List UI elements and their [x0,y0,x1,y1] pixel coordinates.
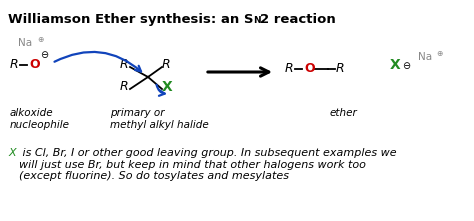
Text: ⊕: ⊕ [37,35,44,44]
Text: ⊖: ⊖ [40,50,48,60]
Text: R: R [10,58,18,71]
Text: is Cl, Br, I or other good leaving group. In subsequent examples we
will just us: is Cl, Br, I or other good leaving group… [19,148,397,181]
Text: alkoxide
nucleophile: alkoxide nucleophile [10,108,70,130]
Text: R: R [285,62,293,75]
Text: X: X [162,80,173,94]
Text: Na: Na [18,38,32,48]
Text: O: O [304,62,315,75]
Text: N: N [253,16,261,25]
Text: 2 reaction: 2 reaction [260,13,336,26]
Text: R: R [120,58,128,71]
Text: ether: ether [330,108,358,118]
Text: X: X [8,148,16,158]
Text: R: R [336,62,345,75]
Text: ⊖: ⊖ [402,61,410,71]
Text: R: R [162,58,171,71]
Text: ⊕: ⊕ [436,49,442,58]
Text: R: R [120,80,128,93]
Text: primary or
methyl alkyl halide: primary or methyl alkyl halide [110,108,209,130]
Text: X: X [390,58,401,72]
Text: Na: Na [418,52,432,62]
Text: O: O [29,58,40,71]
Text: Williamson Ether synthesis: an S: Williamson Ether synthesis: an S [8,13,254,26]
